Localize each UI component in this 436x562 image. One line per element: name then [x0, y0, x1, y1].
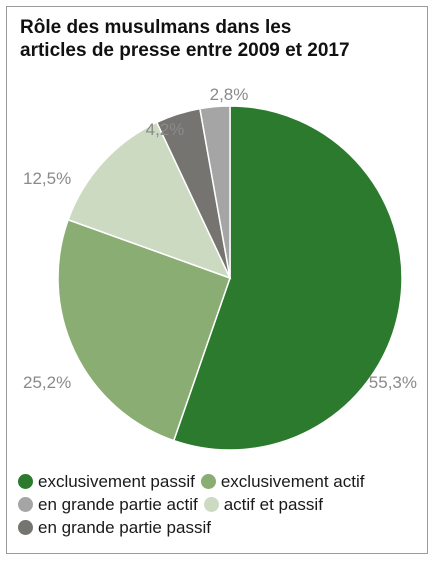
legend-label: exclusivement actif	[220, 472, 365, 491]
pie-slice-actif-et-passif	[67, 121, 232, 280]
pie-slice-exclusivement-actif	[57, 218, 231, 442]
legend-swatch	[203, 497, 219, 512]
legend-item-en-grande-partie-passif: en grande partie passif	[18, 516, 211, 539]
legend-row: en grande partie actif actif et passif	[18, 493, 428, 516]
pie-slice-en-grande-partie-actif	[199, 105, 231, 279]
data-label-exclusivement-actif: 25,2%	[23, 373, 71, 392]
legend-label: exclusivement passif	[38, 472, 195, 491]
legend-swatch	[200, 474, 216, 489]
data-label-exclusivement-passif: 55,3%	[369, 373, 417, 392]
data-label-en-grande-partie-actif: 2,8%	[210, 85, 249, 104]
legend-swatch	[18, 497, 33, 512]
legend-row: en grande partie passif	[18, 516, 428, 539]
chart-title-line-1: Rôle des musulmans dans les	[20, 17, 292, 38]
data-label-en-grande-partie-passif: 4,2%	[146, 120, 185, 139]
legend-label: en grande partie actif	[38, 495, 198, 514]
chart-title: Rôle des musulmans dans les articles de …	[20, 16, 420, 62]
legend-row: exclusivement passif exclusivement actif	[18, 470, 428, 493]
legend-item-actif-et-passif: actif et passif	[203, 493, 323, 516]
chart-legend: exclusivement passif exclusivement actif e…	[18, 470, 428, 539]
legend-swatch	[18, 520, 33, 535]
legend-item-exclusivement-actif: exclusivement actif	[200, 470, 365, 493]
legend-label: en grande partie passif	[38, 518, 211, 537]
legend-item-exclusivement-passif: exclusivement passif	[18, 470, 195, 493]
legend-swatch	[18, 474, 33, 489]
legend-item-en-grande-partie-actif: en grande partie actif	[18, 493, 198, 516]
data-label-actif-et-passif: 12,5%	[23, 169, 71, 188]
legend-label: actif et passif	[223, 495, 323, 514]
chart-title-line-2: articles de presse entre 2009 et 2017	[20, 40, 350, 61]
pie-slice-exclusivement-passif	[172, 105, 403, 451]
